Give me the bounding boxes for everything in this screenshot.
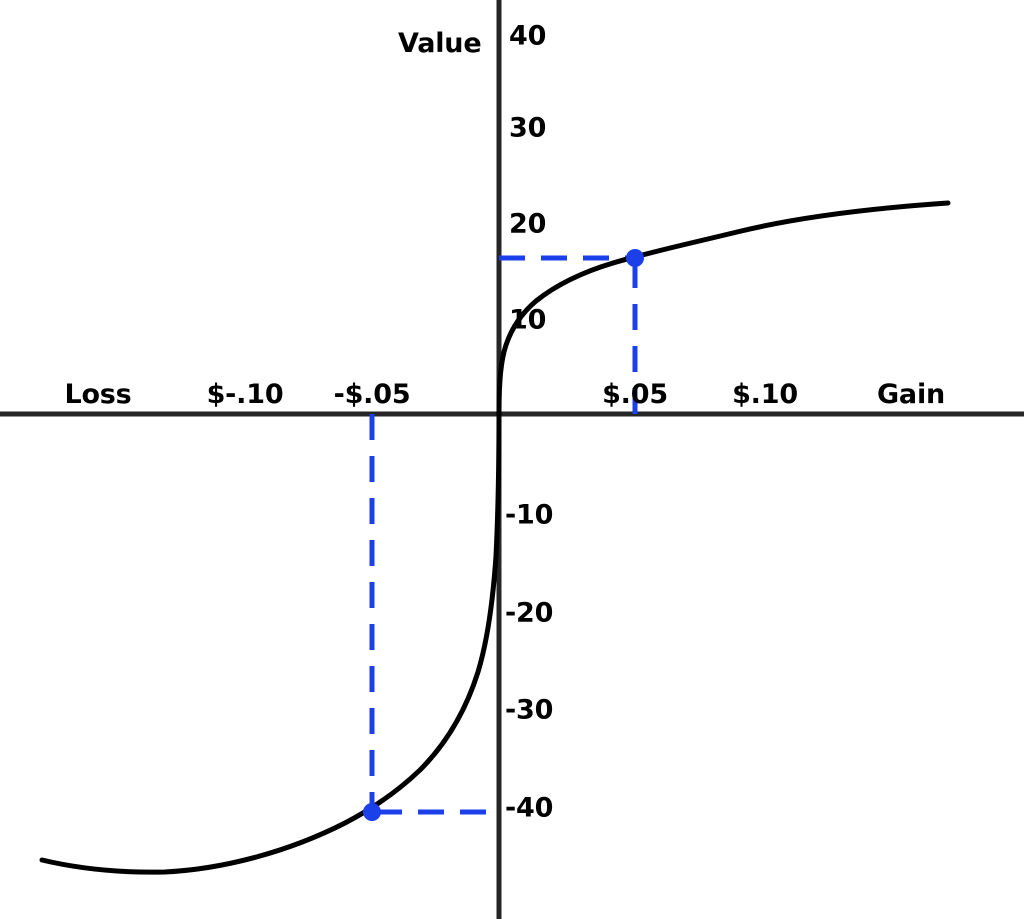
x-tick-label-pos10: $.10 bbox=[732, 379, 798, 410]
y-tick-label-40: 40 bbox=[509, 20, 547, 52]
x-tick-label-pos05: $.05 bbox=[602, 379, 668, 410]
y-tick-label-neg30: -30 bbox=[505, 694, 554, 726]
y-axis-title: Value bbox=[398, 28, 482, 59]
x-tick-label-neg05: -$.05 bbox=[333, 379, 411, 410]
y-tick-label-neg40: -40 bbox=[505, 792, 554, 824]
y-tick-label-20: 20 bbox=[509, 208, 547, 240]
loss-marker-dot bbox=[363, 803, 381, 821]
x-tick-label-neg10: $-.10 bbox=[206, 379, 284, 410]
x-axis-right-title: Gain bbox=[876, 379, 946, 410]
y-tick-label-10: 10 bbox=[509, 304, 547, 336]
y-tick-label-neg20: -20 bbox=[505, 597, 554, 629]
x-axis-left-title: Loss bbox=[64, 379, 132, 410]
y-tick-label-neg10: -10 bbox=[505, 499, 554, 531]
gain-marker-dot bbox=[626, 249, 644, 267]
y-tick-label-30: 30 bbox=[509, 112, 547, 144]
value-function-curve bbox=[39, 200, 951, 875]
